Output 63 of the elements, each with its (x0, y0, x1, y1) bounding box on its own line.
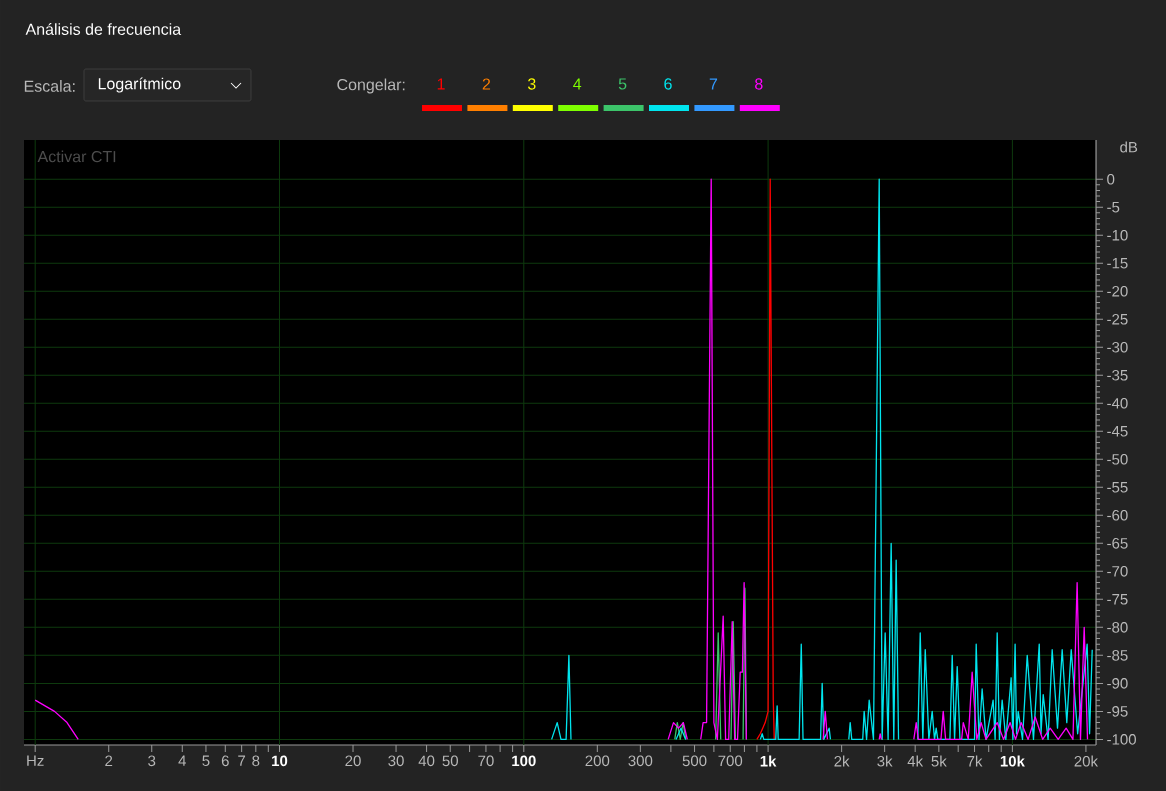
chart-title: Análisis de frecuencia (25, 23, 182, 35)
x-tick-label: 2k (834, 755, 850, 767)
annotation: Activar CTI (37, 150, 116, 163)
y-tick-label: -75 (1107, 594, 1128, 605)
text: 1 (437, 78, 445, 90)
text: 8 (755, 78, 763, 90)
y-tick-label: -60 (1107, 510, 1128, 521)
line-series (756, 178, 775, 741)
x-tick-label: 70 (478, 755, 494, 767)
y-tick-label: -45 (1107, 426, 1128, 437)
y-tick-label: -100 (1107, 734, 1136, 745)
y-axis-title: dB (1120, 141, 1138, 153)
x-tick-label: Hz (27, 755, 44, 766)
x-tick-label: 50 (442, 755, 458, 767)
x-tick-label: 4k (907, 755, 924, 767)
x-tick-label: 30 (388, 755, 404, 767)
x-tick-label: 500 (682, 755, 707, 767)
text: Logarítmico (98, 77, 181, 93)
x-tick-label: 1k (760, 755, 777, 767)
y-tick-label: -95 (1107, 706, 1128, 717)
x-tick-label: 7 (238, 755, 246, 766)
x-tick-label: 20 (345, 755, 361, 767)
y-tick-label: -20 (1107, 285, 1128, 297)
x-tick-label: 3 (148, 755, 156, 767)
legend-label: 7 (709, 78, 718, 90)
x-tick-label: 2 (105, 755, 113, 766)
text: Escala: (24, 80, 75, 92)
legend-title: Congelar: (337, 78, 405, 94)
x-tick-label: 4 (178, 755, 186, 766)
legend-label: 3 (527, 78, 536, 90)
y-tick-label: -85 (1107, 650, 1128, 661)
y-tick-label: -5 (1107, 201, 1120, 213)
x-tick-label: 6 (221, 755, 229, 767)
x-tick-label: 300 (628, 755, 653, 767)
legend-label: 4 (573, 78, 582, 90)
y-tick-label: -25 (1107, 313, 1128, 325)
y-tick-label: 0 (1107, 173, 1115, 185)
y-tick-label: -15 (1107, 258, 1128, 269)
x-tick-label: 200 (585, 755, 610, 767)
x-tick-label: 20k (1074, 755, 1099, 767)
y-tick-label: -40 (1107, 397, 1128, 409)
y-tick-label: -70 (1107, 566, 1128, 577)
y-tick-label: -10 (1107, 229, 1128, 241)
y-tick-label: -80 (1107, 622, 1128, 633)
x-tick-label: 700 (718, 755, 743, 767)
x-tick-label: 10k (1000, 755, 1025, 767)
x-tick-label: 7k (967, 755, 983, 767)
x-tick-label: 5k (931, 755, 947, 767)
y-tick-label: -55 (1107, 482, 1128, 493)
x-tick-label: 3k (877, 755, 893, 767)
y-tick-label: -65 (1107, 538, 1128, 549)
x-tick-label: 5 (202, 755, 210, 766)
text: 6 (664, 78, 672, 90)
text: 5 (618, 78, 627, 90)
x-tick-label: 8 (252, 755, 260, 767)
x-tick-label: 10 (272, 755, 288, 767)
y-tick-label: -90 (1107, 678, 1128, 689)
legend-label: 2 (482, 78, 491, 90)
y-tick-label: -50 (1107, 453, 1128, 465)
x-tick-label: 40 (418, 755, 435, 767)
y-tick-label: -35 (1107, 369, 1128, 381)
x-tick-label: 100 (512, 755, 536, 767)
y-tick-label: -30 (1107, 341, 1128, 353)
